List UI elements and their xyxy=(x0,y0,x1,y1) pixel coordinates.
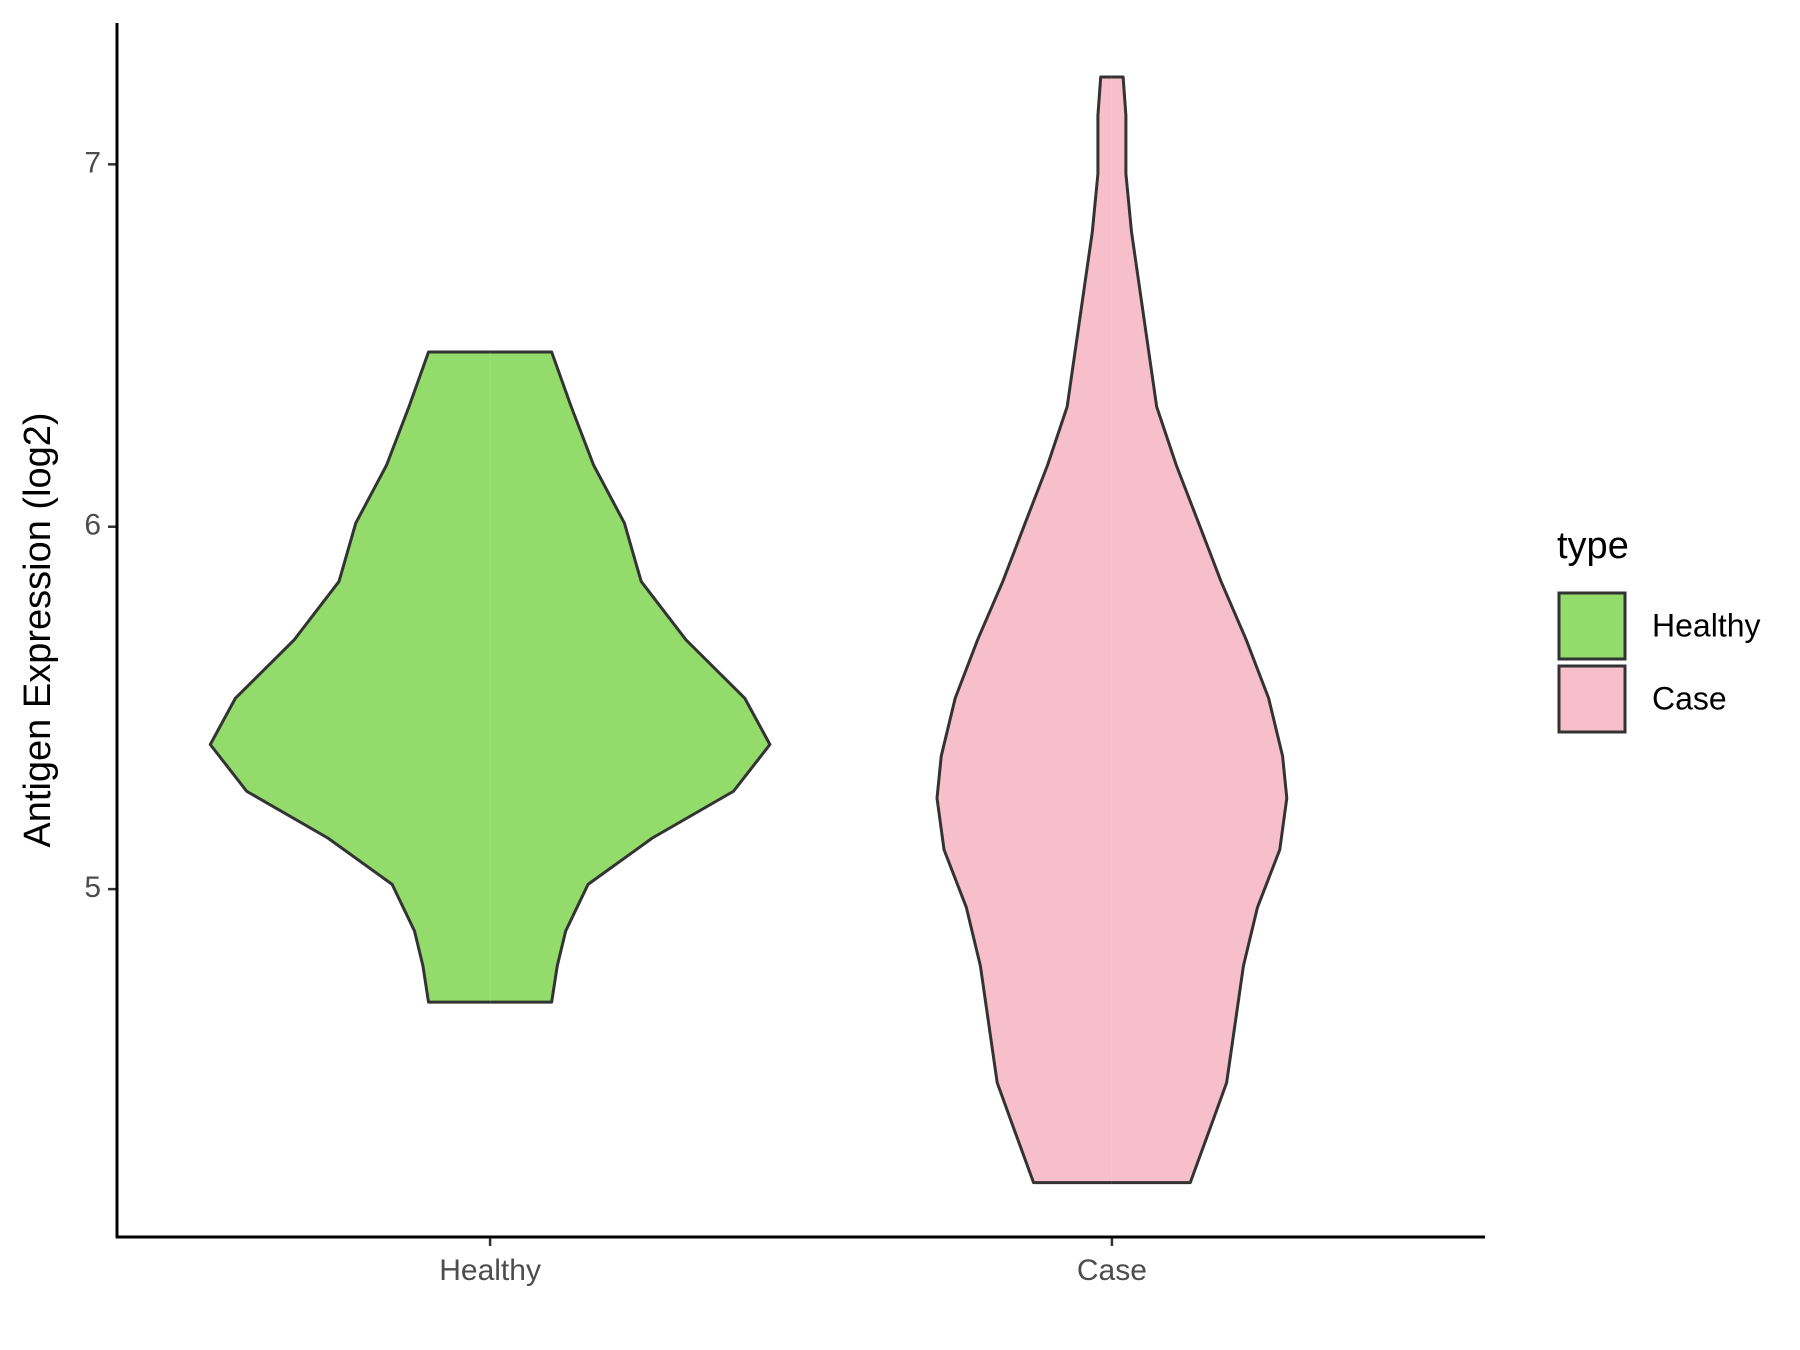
violin-half xyxy=(490,350,772,1004)
y-axis-title: Antigen Expression (log2) xyxy=(17,412,59,847)
violin-half xyxy=(935,75,1112,1185)
x-tick-label: Healthy xyxy=(439,1254,541,1287)
y-tick-label: 7 xyxy=(84,146,101,179)
y-tick-label: 6 xyxy=(84,509,101,542)
x-tick-label: Case xyxy=(1077,1254,1147,1287)
legend-key xyxy=(1557,591,1627,661)
legend-label: Case xyxy=(1652,680,1727,716)
legend-label: Healthy xyxy=(1652,607,1761,643)
violin-half xyxy=(1111,75,1289,1185)
y-tick-label: 5 xyxy=(84,871,101,904)
legend-title: type xyxy=(1557,525,1629,567)
violin-half xyxy=(208,350,491,1004)
legend-key xyxy=(1557,664,1627,734)
